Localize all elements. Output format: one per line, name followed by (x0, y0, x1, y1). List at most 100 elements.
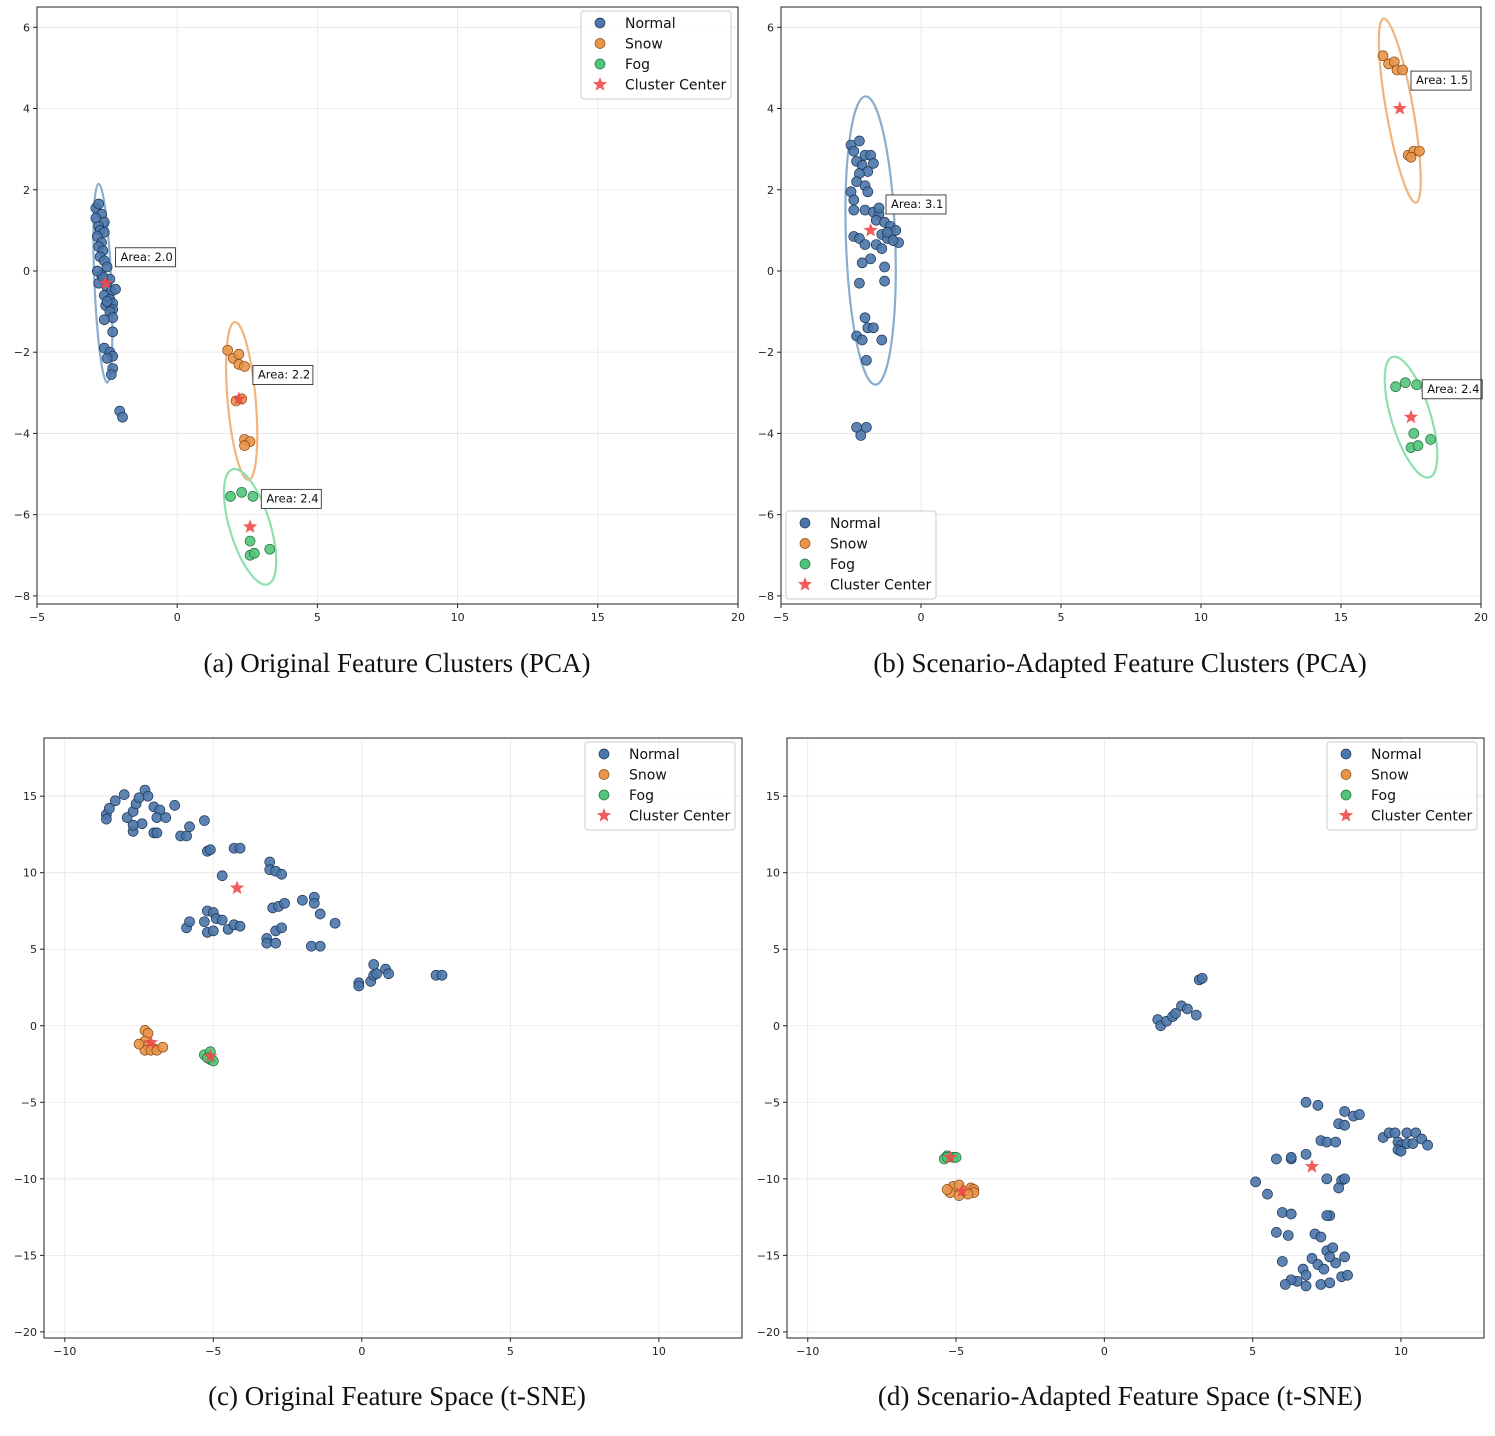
x-tick-label: −10 (796, 1345, 819, 1358)
point-normal (1182, 1003, 1193, 1015)
y-tick-label: −4 (14, 427, 30, 440)
point-fog (1412, 440, 1424, 451)
y-tick-label: −5 (21, 1096, 37, 1109)
point-normal (855, 430, 867, 441)
area-annotation-box (252, 365, 314, 385)
legend-box (1326, 741, 1478, 831)
point-snow (222, 344, 234, 356)
point-normal (861, 354, 872, 366)
axes-frame (780, 6, 1482, 605)
series-normal (1152, 972, 1433, 1292)
point-normal (110, 283, 121, 295)
legend-marker-normal (1340, 748, 1352, 760)
point-normal (151, 812, 163, 823)
y-tick-label: −6 (14, 509, 30, 522)
x-tick-label: −10 (53, 1345, 76, 1358)
point-normal (216, 870, 228, 882)
point-normal (887, 235, 899, 246)
point-normal (136, 818, 148, 830)
point-normal (353, 980, 365, 992)
point-normal (270, 937, 282, 949)
x-tick-label: 5 (1058, 611, 1065, 624)
point-fog (264, 543, 276, 555)
cluster-center-marker (942, 1149, 958, 1164)
point-normal (873, 202, 885, 214)
point-normal (142, 790, 154, 802)
point-normal (279, 897, 290, 909)
point-normal (861, 421, 872, 433)
cluster-ellipse-fog (1383, 355, 1439, 479)
area-annotation: Area: 2.0 (115, 247, 176, 268)
point-normal (1339, 1251, 1350, 1263)
caption-a: (a) Original Feature Clusters (PCA) (203, 648, 591, 678)
point-normal (1262, 1188, 1273, 1200)
area-annotation-box (1410, 70, 1472, 91)
point-normal (1327, 1242, 1339, 1254)
point-normal (868, 158, 879, 169)
legend-label: Fog (830, 557, 855, 573)
point-normal (868, 322, 879, 334)
y-tick-label: −10 (757, 1173, 780, 1186)
legend: Normal Snow Fog Cluster Center (785, 510, 937, 600)
point-normal (1401, 1127, 1413, 1139)
point-normal (1300, 1148, 1312, 1160)
point-normal (1271, 1153, 1282, 1165)
point-normal (314, 940, 326, 952)
point-normal (854, 135, 865, 147)
point-normal (848, 204, 860, 216)
point-normal (1354, 1109, 1365, 1120)
area-annotation: Area: 2.4 (1421, 379, 1483, 400)
legend-marker-normal (598, 748, 610, 760)
legend-marker-fog (594, 58, 606, 70)
point-normal (1276, 1207, 1288, 1218)
legend-marker-snow (594, 38, 606, 49)
point-normal (1333, 1182, 1345, 1194)
legend-marker-snow (1340, 769, 1352, 780)
y-tick-label: 0 (23, 265, 30, 278)
x-tick-label: −5 (205, 1345, 221, 1358)
point-normal (1330, 1136, 1342, 1148)
point-normal (1300, 1096, 1312, 1108)
point-normal (848, 145, 860, 157)
y-tick-label: 2 (23, 184, 30, 197)
point-fog (248, 547, 260, 559)
y-tick-label: −20 (757, 1326, 780, 1339)
point-fog (1411, 379, 1422, 391)
x-tick-label: 10 (1394, 1345, 1408, 1358)
point-normal (276, 868, 287, 880)
point-normal (98, 314, 110, 326)
axes-frame (43, 737, 743, 1339)
legend: Normal Snow Fog Cluster Center (584, 741, 736, 831)
point-normal (103, 803, 115, 814)
cluster-center-marker (1392, 101, 1407, 115)
point-normal (1279, 1279, 1291, 1290)
point-normal (169, 799, 181, 811)
point-normal (862, 186, 874, 198)
series-cluster-center (143, 880, 245, 1063)
x-tick-label: 20 (731, 611, 745, 624)
area-annotation-box (115, 247, 176, 268)
y-tick-label: −8 (758, 590, 774, 603)
series-cluster-center (942, 1149, 1320, 1198)
legend-label: Fog (625, 57, 650, 73)
point-normal (879, 275, 890, 287)
point-normal (1315, 1231, 1327, 1243)
y-tick-label: −5 (764, 1096, 780, 1109)
legend-marker-snow (598, 769, 610, 780)
legend-label: Normal (625, 16, 676, 32)
chart-panel-d: −10 −5 0 5 10 −20 −15 −10 −5 0 5 10 15 Normal Snow Fog C… (748, 728, 1495, 1368)
area-annotation-box (260, 488, 322, 509)
point-normal (876, 243, 888, 254)
point-snow (239, 440, 250, 451)
legend-marker-normal (799, 517, 811, 529)
cluster-center-marker (203, 1048, 218, 1063)
area-annotation-text: Area: 1.5 (1416, 73, 1468, 87)
legend-marker-center (797, 577, 813, 591)
point-normal (314, 908, 326, 920)
legend-marker-fog (799, 558, 811, 570)
area-annotation-text: Area: 2.0 (121, 250, 173, 264)
cluster-center-marker (231, 391, 247, 405)
point-normal (151, 827, 163, 839)
point-fog (236, 486, 248, 498)
